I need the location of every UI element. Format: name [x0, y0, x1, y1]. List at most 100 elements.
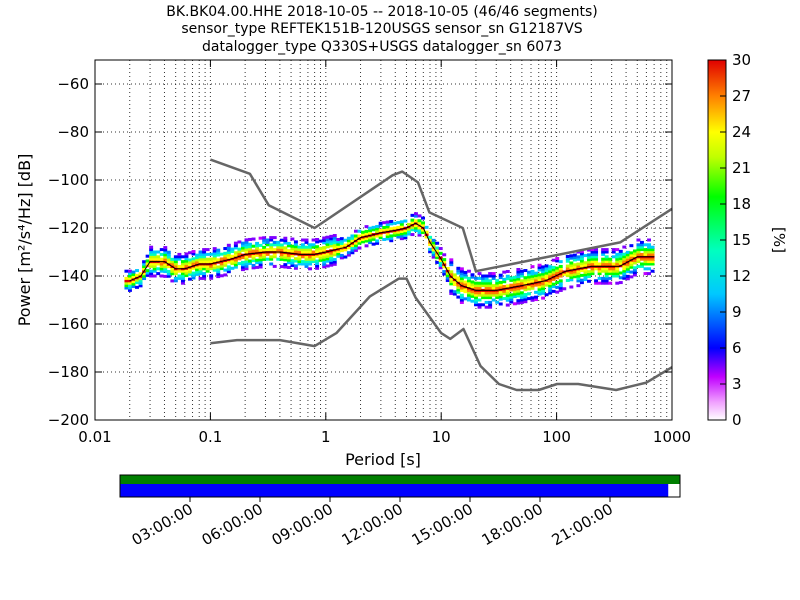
density-cell [290, 247, 295, 251]
density-cell [382, 225, 387, 229]
density-cell [456, 283, 461, 287]
density-cell [431, 248, 436, 252]
density-cell [488, 284, 493, 288]
density-cell [562, 287, 567, 291]
density-cell [541, 284, 546, 288]
density-cell [131, 270, 136, 274]
density-cell [414, 214, 418, 218]
density-cell [368, 236, 373, 240]
density-cell [615, 257, 620, 261]
density-cell [516, 267, 521, 271]
density-cell [491, 276, 496, 280]
density-cell [435, 253, 440, 257]
density-cell [424, 230, 429, 234]
density-cell [544, 276, 549, 280]
density-cell [474, 281, 478, 285]
density-cell [350, 236, 355, 240]
density-cell [244, 267, 249, 271]
density-cell [544, 283, 549, 287]
density-cell [375, 227, 380, 231]
y-tick-label: −80 [57, 123, 89, 141]
density-cell [459, 267, 464, 271]
density-cell [244, 243, 249, 247]
density-cell [611, 267, 616, 271]
density-cell [632, 273, 637, 277]
density-cell [548, 274, 553, 278]
density-cell [615, 260, 620, 264]
density-cell [484, 293, 489, 297]
density-cell [318, 256, 323, 260]
density-cell [417, 214, 422, 218]
density-cell [219, 267, 224, 271]
density-cell [166, 269, 171, 273]
density-cell [505, 296, 510, 300]
density-cell [590, 250, 595, 254]
density-cell [431, 250, 436, 254]
colorbar-tick-label: 3 [732, 375, 742, 393]
density-cell [576, 257, 581, 261]
density-cell [142, 274, 147, 278]
density-cell [498, 290, 503, 294]
density-cell [286, 253, 291, 257]
density-cell [516, 294, 521, 298]
density-cell [258, 253, 263, 257]
density-cell [604, 269, 609, 273]
density-cell [255, 258, 260, 262]
density-cell [449, 260, 454, 264]
density-cell [470, 285, 475, 289]
density-cell [537, 292, 542, 296]
density-cell [272, 240, 277, 244]
density-cell [477, 284, 482, 288]
density-cell [484, 274, 489, 278]
density-cell [516, 299, 521, 303]
density-cell [127, 286, 132, 290]
density-cell [180, 276, 185, 280]
density-cell [346, 251, 351, 255]
density-cell [572, 265, 577, 269]
density-cell [244, 259, 249, 263]
density-cell [368, 226, 373, 230]
density-cell [279, 245, 284, 249]
density-cell [530, 277, 535, 281]
density-cell [442, 270, 447, 274]
density-cell [481, 279, 486, 283]
density-cell [297, 245, 302, 249]
density-cell [449, 258, 454, 262]
density-cell [527, 287, 531, 291]
density-cell [318, 246, 323, 250]
density-cell [297, 247, 302, 251]
density-cell [406, 227, 411, 231]
density-cell [244, 255, 249, 259]
density-cell [431, 255, 436, 259]
density-cell [474, 300, 478, 304]
density-cell [579, 259, 584, 263]
density-cell [226, 260, 231, 264]
density-cell [625, 253, 630, 257]
density-cell [399, 222, 404, 226]
density-cell [322, 248, 327, 252]
density-cell [435, 246, 440, 250]
density-cell [350, 251, 355, 255]
density-cell [590, 255, 595, 259]
density-cell [587, 258, 591, 262]
density-cell [601, 269, 606, 273]
density-cell [202, 272, 207, 276]
density-cell [449, 289, 454, 293]
density-cell [166, 265, 171, 269]
density-cell [551, 282, 556, 286]
density-cell [279, 243, 284, 247]
density-cell [636, 260, 641, 264]
density-cell [541, 296, 546, 300]
density-cell [509, 283, 514, 287]
density-cell [336, 238, 341, 241]
time-tick-label: 18:00:00 [479, 500, 546, 549]
density-cell [622, 276, 627, 280]
density-cell [558, 260, 563, 264]
density-cell [191, 266, 196, 270]
colorbar-tick-label: 0 [732, 411, 742, 429]
density-cell [198, 264, 203, 268]
density-cell [191, 276, 196, 280]
density-cell [523, 269, 528, 273]
x-tick-label: 0.1 [198, 428, 222, 446]
density-cell [491, 284, 496, 288]
